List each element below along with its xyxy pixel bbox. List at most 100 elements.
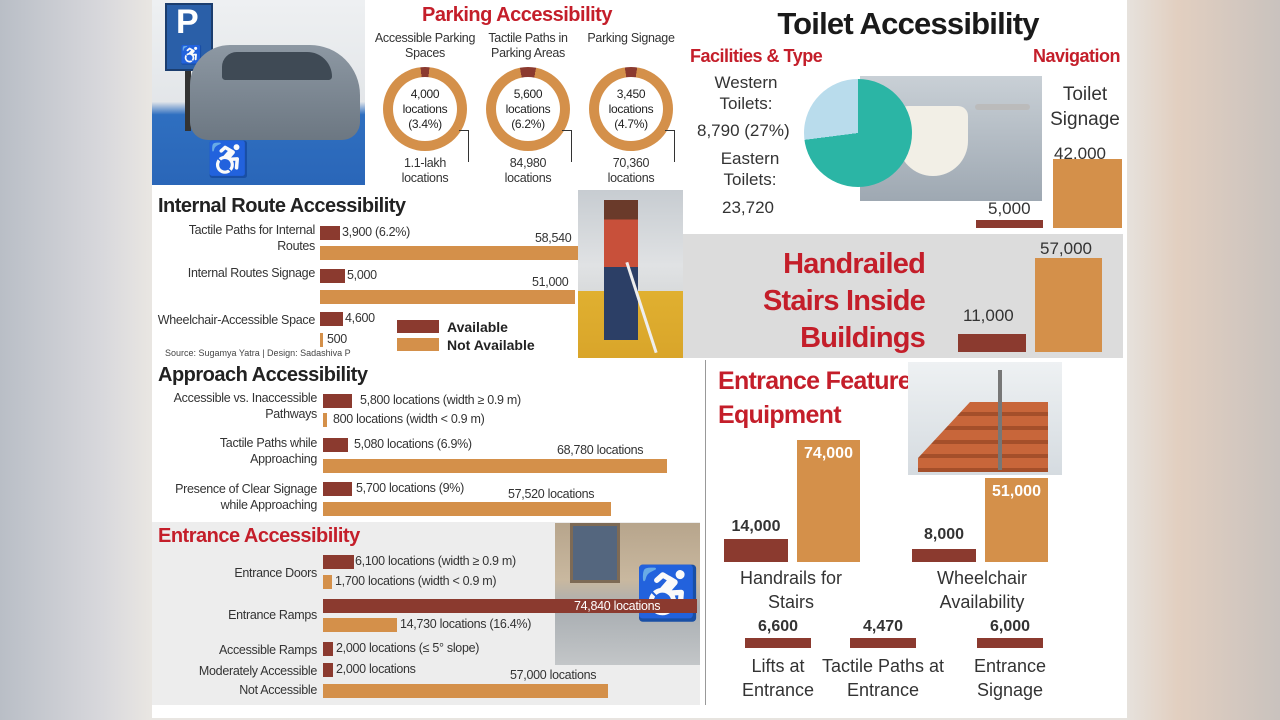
western-label: Western Toilets:: [714, 73, 778, 113]
toilet-signage-label: Toilet Signage: [1050, 84, 1120, 130]
value-label: 58,540: [535, 231, 572, 245]
row-label: Presence of Clear Signage while Approach…: [175, 482, 317, 512]
bar-available: [323, 438, 349, 452]
car-windshield: [222, 52, 332, 80]
donut-label: Parking Signage: [587, 31, 675, 45]
value-label: 4,600: [345, 311, 375, 325]
value-label: 8,000: [923, 526, 965, 543]
value-label: 5,000: [988, 199, 1031, 218]
row-label: Entrance Ramps: [228, 608, 317, 622]
bar-available: [323, 599, 698, 613]
bar-not-available: [797, 439, 860, 562]
row-label: Internal Routes Signage: [187, 266, 316, 280]
bar-not-available: [985, 477, 1048, 562]
bar-available: [323, 663, 333, 677]
bar-not-available: [323, 618, 397, 632]
value-label: 800 locations (width < 0.9 m): [333, 412, 485, 426]
bar-available: [976, 219, 1043, 228]
western-value: 8,790 (27%): [697, 121, 790, 140]
row-label: Accessible Ramps: [218, 643, 317, 657]
approach-title: Approach Accessibility: [158, 364, 368, 386]
bar-available: [958, 333, 1026, 352]
wheelchair-ramp-illustration: ♿: [555, 523, 700, 665]
donut-label: Tactile Paths in Parking Areas: [488, 31, 568, 60]
bar-available: [320, 312, 343, 326]
bar-available: [323, 555, 354, 569]
value-label: 5,800 locations (width ≥ 0.9 m): [360, 393, 521, 407]
bar-available: [912, 548, 976, 562]
callout-line: [459, 130, 469, 162]
bar-not-available: [323, 502, 611, 516]
eastern-value: 23,720: [722, 198, 774, 217]
value-label: 3,900 (6.2%): [342, 225, 410, 239]
callout-line: [562, 130, 572, 162]
value-label: 5,000: [347, 268, 377, 282]
legend-label-not-available: Not Available: [447, 337, 535, 353]
handrail: [998, 370, 1002, 470]
value-label: 14,000: [731, 518, 781, 535]
callout-line: [665, 130, 675, 162]
stairs-icon: [918, 402, 1048, 472]
row-label: Not Accessible: [239, 683, 317, 697]
bar-available: [323, 642, 333, 656]
value-label: 500: [327, 332, 347, 346]
bar-not-available: [323, 575, 332, 589]
wheelchair-icon: ♿: [180, 45, 203, 65]
donut-total-text: 70,360 locations: [607, 156, 655, 185]
donut-total-text: 84,980 locations: [504, 156, 552, 185]
bar-not-available: [323, 684, 608, 698]
value-label: 2,000 locations (≤ 5° slope): [336, 641, 480, 655]
value-label: 2,000 locations: [336, 662, 416, 676]
wheelchair-icon: ♿: [635, 565, 700, 623]
parking-donut: [486, 67, 570, 151]
bar-available: [745, 638, 811, 648]
door: [570, 523, 620, 583]
grab-bar: [975, 104, 1030, 110]
value-label: 74,000: [804, 444, 853, 462]
group-label: Tactile Paths at Entrance: [821, 656, 945, 700]
parking-title: Parking Accessibility: [422, 4, 612, 26]
row-label: Tactile Paths for Internal Routes: [188, 223, 316, 253]
bar-not-available: [323, 413, 327, 427]
value-label: 57,520 locations: [508, 487, 595, 501]
bar-not-available: [320, 333, 323, 347]
group-label: Wheelchair Availability: [936, 568, 1028, 612]
stairs-illustration: [908, 362, 1062, 475]
sign-pole: [185, 71, 191, 131]
value-label: 42,000: [1054, 144, 1106, 163]
parking-illustration: P ♿ ♿: [152, 0, 365, 185]
row-label: Accessible vs. Inaccessible Pathways: [173, 391, 318, 421]
value-label: 6,000: [989, 618, 1031, 635]
source-credit: Source: Sugamya Yatra | Design: Sadashiv…: [165, 348, 351, 358]
value-label: 6,100 locations (width ≥ 0.9 m): [355, 554, 516, 568]
bar-available: [320, 269, 345, 283]
entrance-title: Entrance Accessibility: [158, 525, 360, 547]
value-label: 14,730 locations (16.4%): [400, 617, 532, 631]
bar-not-available: [320, 246, 613, 260]
value-label: 1,700 locations (width < 0.9 m): [335, 574, 497, 588]
row-label: Wheelchair-Accessible Space: [157, 313, 316, 327]
value-label: 68,780 locations: [557, 443, 644, 457]
group-label: Handrails for Stairs: [739, 568, 843, 612]
bar-not-available: [1053, 158, 1122, 228]
value-label: 57,000 locations: [510, 668, 597, 682]
bar-available: [323, 482, 352, 496]
donut-available-text: 5,600 locations (6.2%): [505, 87, 551, 131]
value-label: 4,470: [862, 618, 904, 635]
donut-total-text: 1.1-lakh locations: [401, 156, 449, 185]
value-label: 51,000: [992, 482, 1041, 500]
navigation-subtitle: Navigation: [1032, 46, 1121, 66]
facilities-subtitle: Facilities & Type: [690, 46, 823, 66]
toilet-type-pie-chart: [804, 79, 912, 187]
value-label: 6,600: [757, 618, 799, 635]
row-label: Moderately Accessible: [198, 664, 317, 678]
value-label: 57,000: [1040, 239, 1092, 258]
parking-donut: [383, 67, 467, 151]
value-label: 5,700 locations (9%): [356, 481, 464, 495]
donut-available-text: 3,450 locations (4.7%): [608, 87, 654, 131]
wheelchair-icon: ♿: [207, 141, 250, 179]
bar-not-available: [323, 459, 667, 473]
bar-not-available: [1035, 257, 1102, 352]
donut-available-text: 4,000 locations (3.4%): [402, 87, 448, 131]
visually-impaired-person-illustration: [578, 190, 683, 358]
